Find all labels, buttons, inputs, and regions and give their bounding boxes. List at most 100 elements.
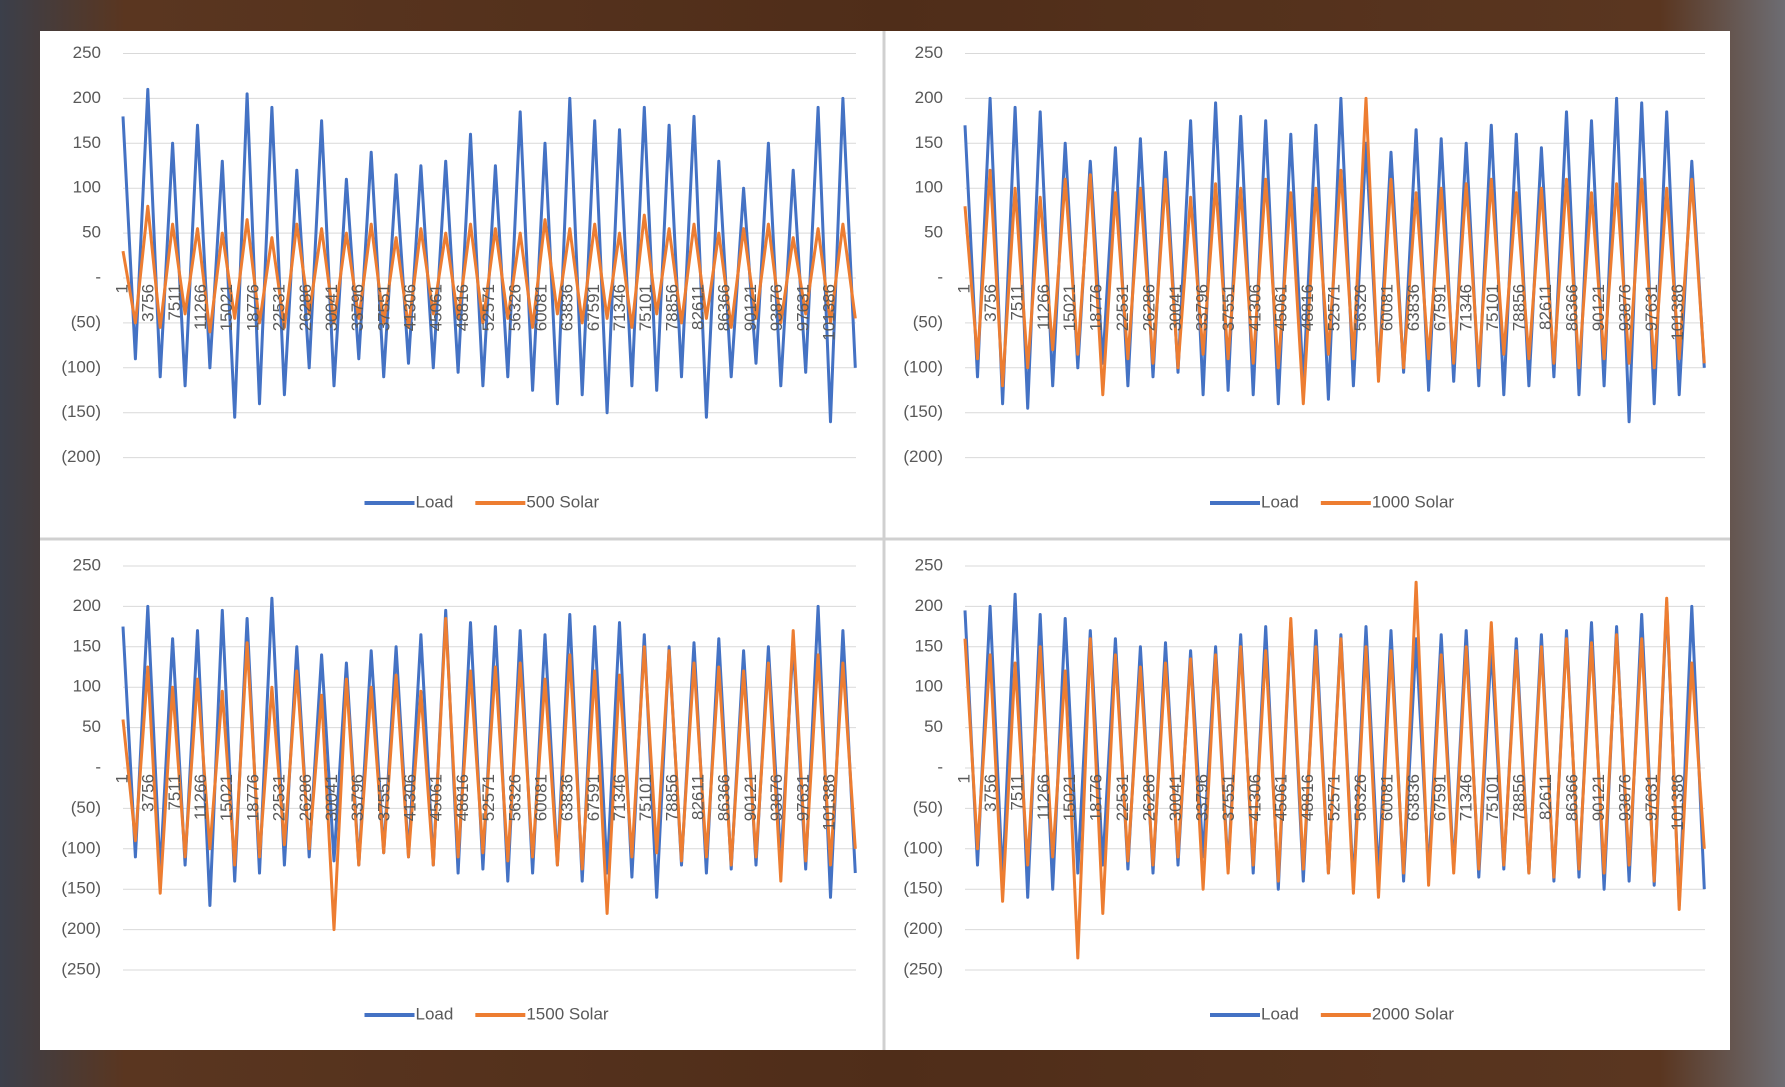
x-tick-label: 71346 [610, 774, 629, 821]
x-tick-label: 86366 [715, 774, 734, 821]
x-tick-label: 82611 [688, 284, 707, 330]
x-tick-label: 41306 [400, 774, 419, 821]
x-tick-label: 48816 [453, 774, 472, 821]
x-tick-label: 67591 [1430, 774, 1449, 821]
y-tick-label: (250) [903, 959, 943, 978]
x-tick-label: 56326 [1351, 284, 1370, 331]
x-tick-label: 75101 [636, 774, 655, 821]
y-tick-label: - [937, 267, 943, 286]
x-tick-label: 63836 [558, 284, 577, 331]
series-line [121, 204, 857, 334]
x-tick-label: 93876 [1615, 284, 1634, 331]
x-tick-label: 75101 [1483, 284, 1502, 331]
x-tick-label: 86366 [715, 284, 734, 331]
x-tick-label: 78856 [662, 284, 681, 331]
x-tick-label: 78856 [1510, 284, 1529, 331]
y-tick-label: 200 [915, 596, 943, 615]
x-tick-label: 22531 [1113, 284, 1132, 331]
x-tick-label: 26286 [296, 284, 315, 331]
legend-label: 500 Solar [526, 492, 599, 511]
x-tick-label: 1 [954, 284, 973, 293]
x-tick-label: 67591 [584, 774, 603, 821]
x-tick-label: 7511 [1007, 774, 1026, 811]
x-tick-label: 78856 [662, 774, 681, 821]
x-tick-label: 52571 [1325, 774, 1344, 821]
x-tick-label: 18776 [243, 774, 262, 821]
y-tick-label: 200 [73, 596, 101, 615]
x-tick-label: 48816 [1298, 774, 1317, 821]
x-tick-label: 3756 [139, 774, 158, 812]
x-tick-label: 30041 [1166, 774, 1185, 821]
x-tick-label: 33796 [1192, 774, 1211, 821]
x-tick-label: 52571 [479, 774, 498, 821]
x-tick-label: 18776 [243, 284, 262, 331]
x-tick-label: 86366 [1562, 774, 1581, 821]
x-tick-label: 30041 [1166, 284, 1185, 331]
x-tick-label: 63836 [1404, 284, 1423, 331]
x-tick-label: 52571 [1325, 284, 1344, 331]
x-tick-label: 60081 [531, 284, 550, 331]
x-tick-label: 30041 [322, 774, 341, 821]
y-tick-label: 200 [73, 88, 101, 107]
x-tick-label: 71346 [1457, 774, 1476, 821]
x-tick-label: 45061 [427, 774, 446, 821]
y-tick-label: (200) [61, 919, 101, 938]
legend-label: Load [416, 1004, 454, 1023]
x-tick-label: 48816 [453, 284, 472, 331]
x-tick-label: 26286 [1139, 774, 1158, 821]
x-tick-label: 56326 [505, 284, 524, 331]
x-tick-label: 41306 [1245, 774, 1264, 821]
x-tick-label: 82611 [688, 774, 707, 820]
x-tick-label: 97631 [793, 774, 812, 821]
y-tick-label: (50) [913, 312, 943, 331]
series-line [963, 96, 1706, 406]
x-tick-label: 11266 [1034, 774, 1053, 820]
chart: 250 200 150 100 50 - (50) (100) (150) (200) (250) 1… [903, 555, 1706, 1023]
y-tick-label: 100 [73, 178, 101, 197]
legend-label: Load [1261, 1004, 1299, 1023]
x-tick-label: 11266 [191, 284, 210, 330]
y-tick-label: (250) [61, 959, 101, 978]
x-tick-label: 33796 [348, 284, 367, 331]
x-tick-label: 90121 [741, 774, 760, 821]
legend-label: 2000 Solar [1372, 1004, 1455, 1023]
y-tick-label: 50 [924, 717, 943, 736]
x-tick-label: 93876 [1615, 774, 1634, 821]
y-tick-label: (100) [61, 357, 101, 376]
y-tick-label: (200) [903, 919, 943, 938]
x-tick-label: 26286 [1139, 284, 1158, 331]
x-tick-label: 101386 [1668, 284, 1687, 341]
y-tick-label: 50 [82, 223, 101, 242]
x-tick-label: 18776 [1087, 774, 1106, 821]
x-tick-label: 71346 [610, 284, 629, 331]
x-tick-label: 60081 [1377, 284, 1396, 331]
x-tick-label: 60081 [531, 774, 550, 821]
y-tick-label: 100 [915, 178, 943, 197]
x-tick-label: 101386 [1668, 774, 1687, 831]
x-tick-label: 60081 [1377, 774, 1396, 821]
x-tick-label: 63836 [1404, 774, 1423, 821]
x-tick-label: 1 [112, 774, 131, 783]
x-tick-label: 45061 [427, 284, 446, 331]
x-tick-label: 22531 [270, 284, 289, 331]
x-tick-label: 22531 [270, 774, 289, 821]
y-tick-label: 250 [915, 43, 943, 62]
x-tick-label: 71346 [1457, 284, 1476, 331]
y-tick-label: 50 [924, 223, 943, 242]
x-tick-label: 56326 [505, 774, 524, 821]
x-tick-label: 67591 [584, 284, 603, 331]
x-tick-label: 101386 [819, 284, 838, 341]
x-tick-label: 18776 [1087, 284, 1106, 331]
y-tick-label: (150) [61, 879, 101, 898]
y-tick-label: 150 [915, 636, 943, 655]
x-tick-label: 1 [112, 284, 131, 293]
x-tick-label: 41306 [1245, 284, 1264, 331]
legend-label: 1500 Solar [526, 1004, 609, 1023]
x-tick-label: 97631 [793, 284, 812, 331]
x-tick-label: 45061 [1272, 284, 1291, 331]
y-tick-label: (150) [903, 402, 943, 421]
series-line [121, 617, 857, 932]
y-tick-label: 150 [73, 636, 101, 655]
x-tick-label: 101386 [819, 774, 838, 831]
